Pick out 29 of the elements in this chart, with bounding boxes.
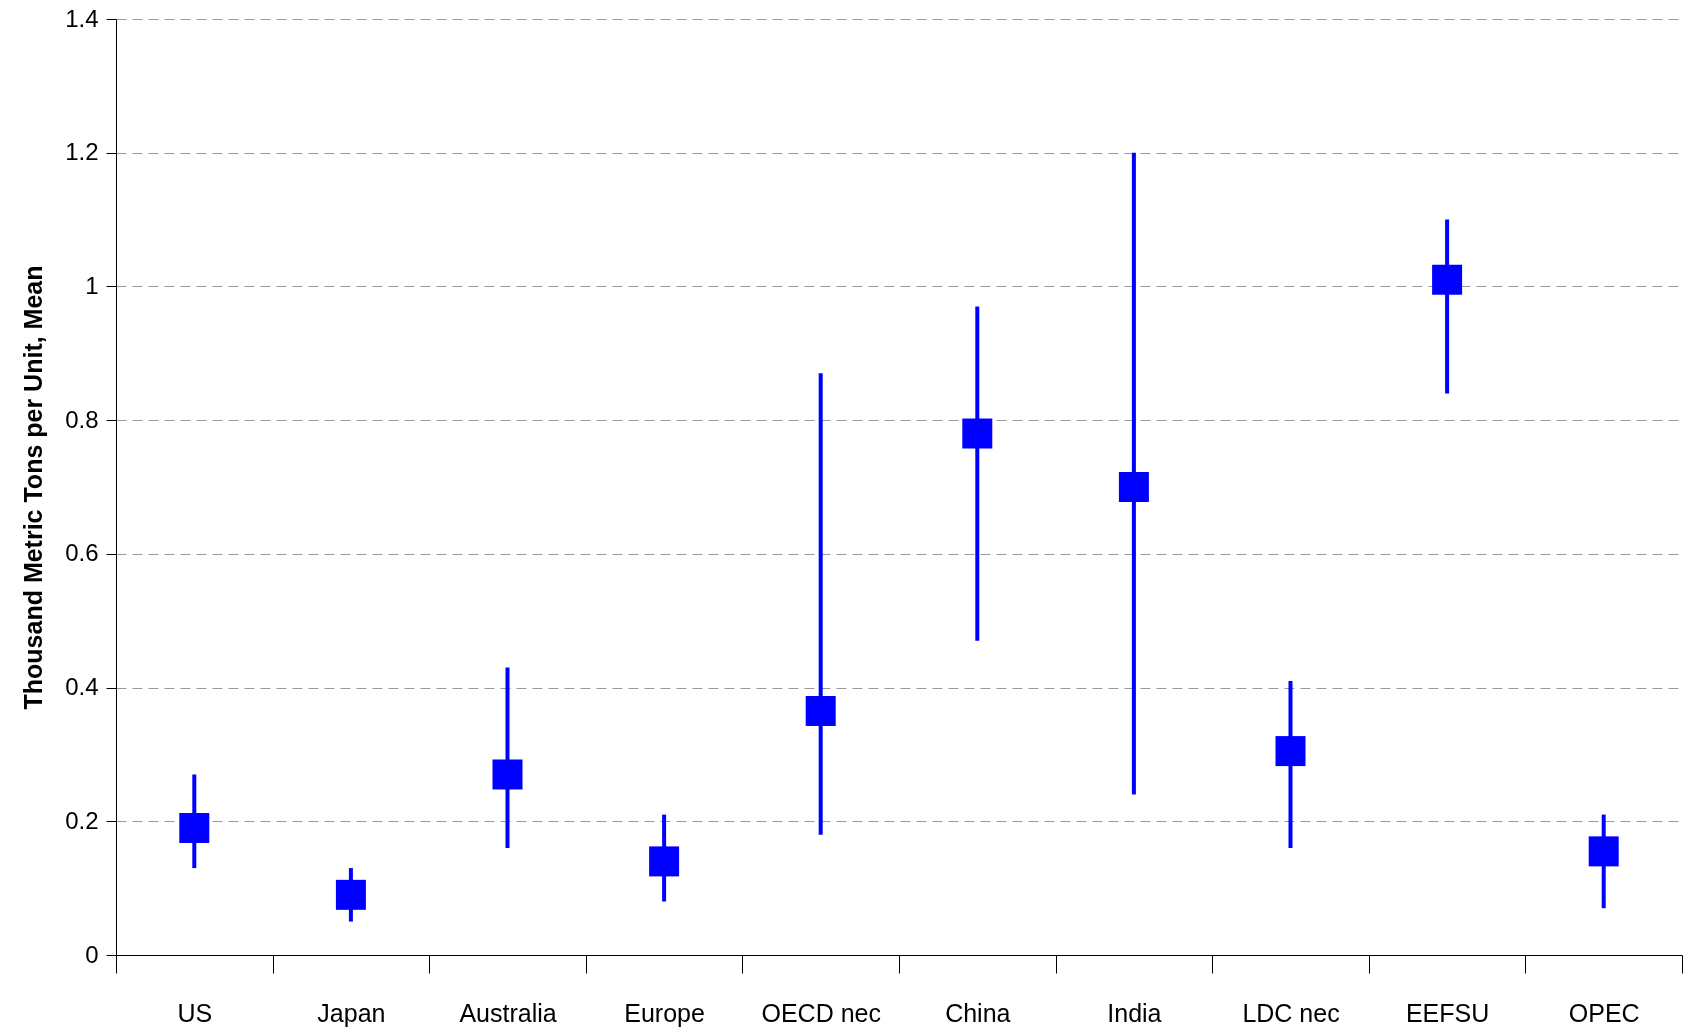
x-tick-label: China <box>945 998 1011 1027</box>
point <box>805 695 836 726</box>
x-tick-label: US <box>177 998 213 1027</box>
x-tick-label: EEFSU <box>1405 998 1490 1027</box>
x-tick-label: Australia <box>459 998 557 1027</box>
point <box>1118 472 1149 502</box>
x-tick-label: OPEC <box>1568 998 1640 1027</box>
x-tick-label: OECD nec <box>761 998 881 1027</box>
x-tick-label: Europe <box>624 998 705 1027</box>
y-axis-title: Thousand Metric Tons per Unit, Mean <box>19 265 48 710</box>
point <box>1275 736 1306 767</box>
y-tick-label: 1.4 <box>65 4 99 32</box>
y-tick-label: 0.6 <box>65 539 99 567</box>
point <box>1588 836 1619 867</box>
x-tick-label: LDC nec <box>1242 998 1340 1027</box>
y-tick-label: 1.2 <box>65 138 99 166</box>
point <box>649 846 680 877</box>
y-tick-label: 0.4 <box>65 673 99 701</box>
x-tick-label: India <box>1107 998 1162 1027</box>
point <box>492 759 523 790</box>
x-tick-label: Japan <box>317 998 386 1027</box>
point <box>335 879 366 910</box>
y-tick-label: 0.2 <box>65 806 99 834</box>
point <box>962 418 993 449</box>
y-tick-label: 0 <box>85 940 99 968</box>
y-tick-label: 0.8 <box>65 405 99 433</box>
point <box>179 812 210 843</box>
point <box>1432 264 1463 295</box>
y-tick-label: 1 <box>85 271 99 299</box>
